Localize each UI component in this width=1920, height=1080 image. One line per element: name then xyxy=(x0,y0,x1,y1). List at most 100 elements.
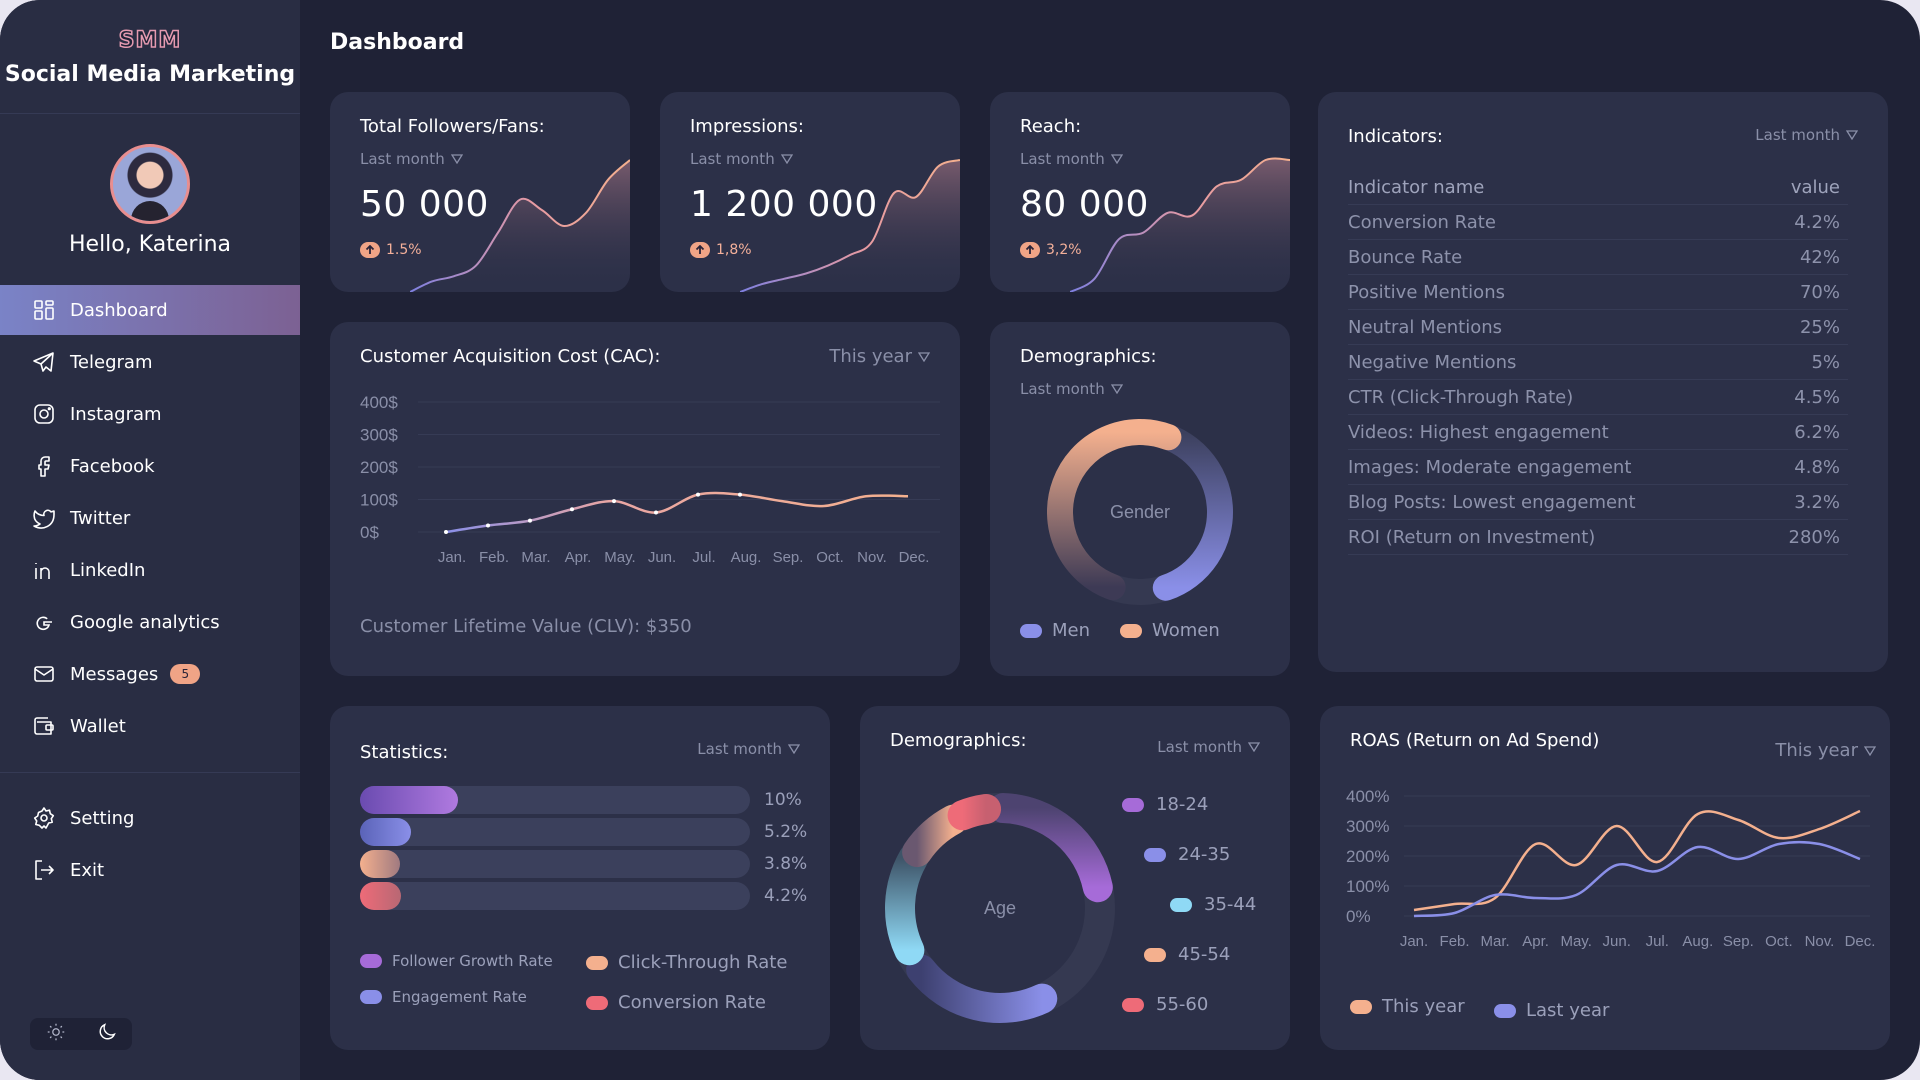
indicators-card: Indicators: Last month Indicator name val… xyxy=(1318,92,1888,672)
arrow-up-icon xyxy=(690,242,710,258)
instagram-icon xyxy=(32,402,56,426)
legend-follower-growth: Follower Growth Rate xyxy=(360,952,553,970)
period-dropdown[interactable]: Last month xyxy=(1020,380,1123,398)
period-label: Last month xyxy=(697,740,782,758)
sidebar-item-wallet[interactable]: Wallet xyxy=(0,701,300,751)
sidebar-item-instagram[interactable]: Instagram xyxy=(0,389,300,439)
cac-line-chart: 400$ 300$ 200$ 100$ 0$ Jan. Feb. Mar. Apr. May. Ju… xyxy=(360,393,940,566)
period-label: Last month xyxy=(690,150,775,168)
telegram-icon xyxy=(32,350,56,374)
legend-engagement: Engagement Rate xyxy=(360,988,527,1006)
avatar[interactable] xyxy=(110,144,190,224)
indicator-value: 6.2% xyxy=(1794,421,1840,443)
legend-swatch xyxy=(1170,897,1192,912)
sidebar-item-label: Setting xyxy=(70,807,135,829)
period-dropdown[interactable]: Last month xyxy=(690,150,793,168)
sidebar: SMM Social Media Marketing Hello, Kateri… xyxy=(0,0,300,1080)
data-point xyxy=(528,518,532,523)
legend-swatch xyxy=(1350,999,1372,1014)
y-tick-label: 400% xyxy=(1346,787,1389,806)
legend-swatch xyxy=(1144,847,1166,862)
x-tick-label: Feb. xyxy=(1440,933,1470,950)
x-tick-label: Sep. xyxy=(773,549,804,566)
clv-text: Customer Lifetime Value (CLV): $350 xyxy=(360,616,692,637)
sidebar-item-dashboard[interactable]: Dashboard xyxy=(0,285,300,335)
sidebar-item-messages[interactable]: Messages 5 xyxy=(0,649,300,699)
series-last-year xyxy=(1413,840,1861,918)
x-tick-label: Nov. xyxy=(857,549,887,566)
kpi-card-impressions: Impressions: Last month 1 200 000 1,8% xyxy=(660,92,960,292)
x-tick-label: Oct. xyxy=(816,549,844,566)
legend-label: This year xyxy=(1382,996,1465,1017)
period-dropdown[interactable]: Last month xyxy=(1157,738,1260,756)
donut-center-label: Age xyxy=(984,898,1016,918)
x-tick-label: Jul. xyxy=(692,549,715,566)
x-tick-label: Jul. xyxy=(1646,933,1669,950)
chevron-down-icon xyxy=(1248,742,1260,752)
stat-bar xyxy=(360,882,401,910)
sidebar-item-label: Dashboard xyxy=(70,299,168,321)
statistics-card: Statistics: Last month 10% 5.2% 3.8% 4.2% F… xyxy=(330,706,830,1050)
period-label: This year xyxy=(1775,740,1858,761)
x-tick-label: Jan. xyxy=(1400,933,1428,950)
google-icon xyxy=(32,610,56,634)
legend-label: 18-24 xyxy=(1156,794,1209,815)
table-row: CTR (Click-Through Rate) 4.5% xyxy=(1348,380,1848,415)
indicator-value: value xyxy=(1790,176,1840,198)
y-tick-label: 100% xyxy=(1346,877,1389,896)
period-dropdown[interactable]: Last month xyxy=(697,740,800,758)
chevron-down-icon xyxy=(1110,384,1123,394)
greeting: Hello, Katerina xyxy=(68,232,231,257)
period-dropdown[interactable]: This year xyxy=(829,346,930,367)
sidebar-item-facebook[interactable]: Facebook xyxy=(0,441,300,491)
indicator-name: Videos: Highest engagement xyxy=(1348,421,1609,443)
data-point xyxy=(696,492,700,497)
period-dropdown[interactable]: Last month xyxy=(1020,150,1123,168)
sun-icon[interactable] xyxy=(45,1021,67,1047)
slice-women xyxy=(1047,419,1182,601)
grid-icon xyxy=(32,298,56,322)
sidebar-item-label: Messages xyxy=(70,663,159,685)
y-tick-label: 100$ xyxy=(360,491,398,510)
sidebar-item-linkedin[interactable]: LinkedIn xyxy=(0,545,300,595)
sidebar-item-exit[interactable]: Exit xyxy=(0,845,300,895)
x-tick-label: Jun. xyxy=(1603,933,1631,950)
theme-toggle[interactable] xyxy=(30,1018,132,1050)
kpi-delta: 1.5% xyxy=(360,242,422,258)
y-tick-label: 400$ xyxy=(360,393,398,412)
legend-label: Conversion Rate xyxy=(618,992,766,1013)
chevron-down-icon xyxy=(450,154,463,164)
indicator-name: Neutral Mentions xyxy=(1348,316,1503,338)
indicator-name: Bounce Rate xyxy=(1348,246,1463,268)
slice-24-35 xyxy=(906,954,1058,1023)
moon-icon[interactable] xyxy=(96,1021,118,1047)
sidebar-item-telegram[interactable]: Telegram xyxy=(0,337,300,387)
kpi-delta: 3,2% xyxy=(1020,242,1082,258)
indicator-value: 5% xyxy=(1811,351,1840,373)
legend-24-35: 24-35 xyxy=(1144,844,1230,865)
sidebar-item-twitter[interactable]: Twitter xyxy=(0,493,300,543)
indicator-name: ROI (Return on Investment) xyxy=(1348,526,1596,548)
legend-label: Click-Through Rate xyxy=(618,952,788,973)
twitter-icon xyxy=(32,506,56,530)
stat-bar xyxy=(360,850,400,878)
sidebar-item-setting[interactable]: Setting xyxy=(0,793,300,843)
stat-track xyxy=(360,786,750,814)
indicator-name: Conversion Rate xyxy=(1348,211,1496,233)
messages-badge: 5 xyxy=(170,664,201,684)
legend-swatch xyxy=(1122,797,1144,812)
x-tick-label: Dec. xyxy=(1845,933,1876,950)
table-row: Neutral Mentions 25% xyxy=(1348,310,1848,345)
demographics-age-card: Demographics: Last month Age 18-24 24-35… xyxy=(860,706,1290,1050)
legend-label: 45-54 xyxy=(1178,944,1231,965)
data-point xyxy=(444,530,448,534)
period-dropdown[interactable]: Last month xyxy=(360,150,463,168)
gender-donut: Gender xyxy=(1047,419,1233,605)
data-point xyxy=(570,507,574,512)
wallet-icon xyxy=(32,714,56,738)
indicator-name: Negative Mentions xyxy=(1348,351,1517,373)
demographics-title: Demographics: xyxy=(1020,346,1157,367)
sidebar-item-google-analytics[interactable]: Google analytics xyxy=(0,597,300,647)
period-dropdown[interactable]: This year xyxy=(1775,740,1876,761)
period-dropdown[interactable]: Last month xyxy=(1755,126,1858,144)
